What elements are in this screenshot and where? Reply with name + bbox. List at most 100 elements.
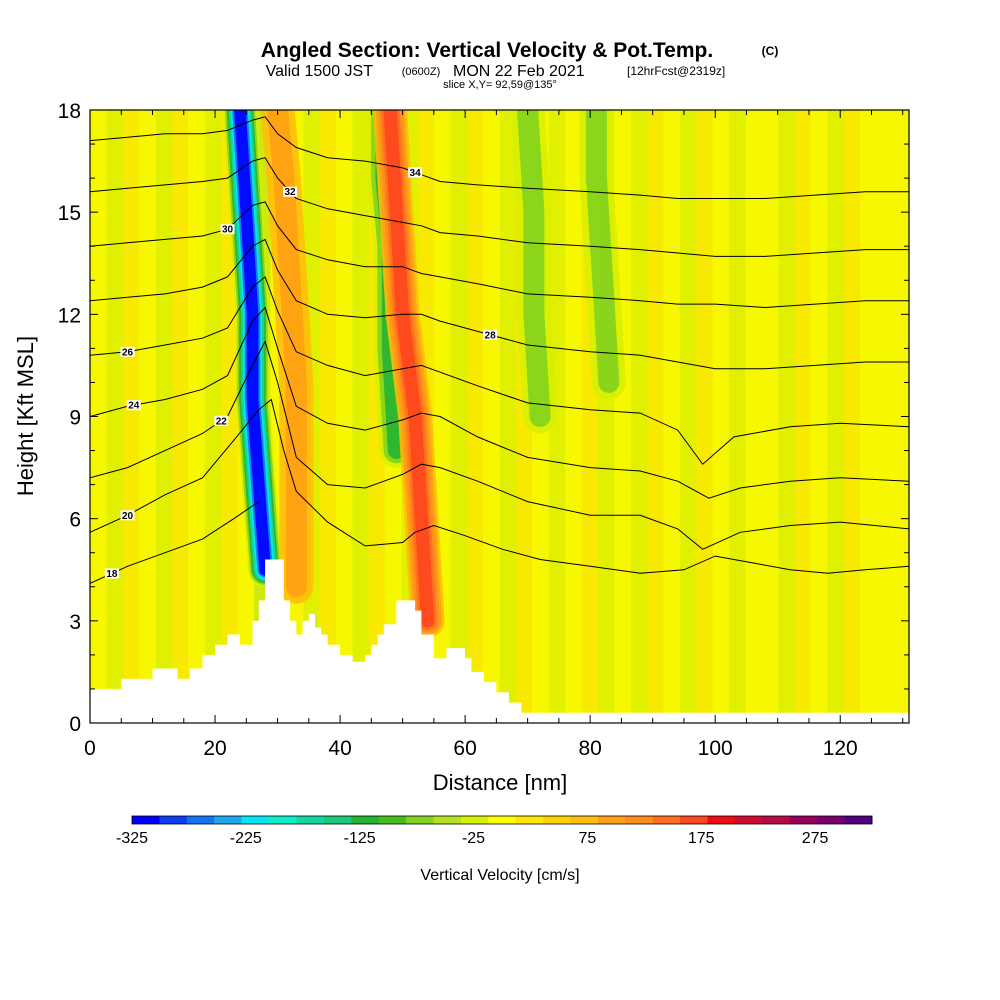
velocity-band (663, 110, 681, 723)
colorbar-swatch (597, 816, 626, 824)
colorbar-swatch (543, 816, 572, 824)
y-tick-label: 12 (58, 304, 81, 327)
isentrope-label-text: 34 (410, 168, 422, 179)
x-tick-label: 80 (578, 737, 601, 760)
colorbar-swatch (323, 816, 352, 824)
colorbar-frame (131, 815, 873, 825)
y-tick-label: 0 (69, 713, 81, 736)
colorbar-swatch (515, 816, 544, 824)
velocity-band (646, 110, 665, 723)
colorbar-ticks: -325 -225 -125 -25 75 175 275 (116, 830, 829, 847)
colorbar-swatch (159, 816, 188, 824)
velocity-band (892, 110, 909, 723)
isentrope-label-bg (220, 224, 235, 235)
isentrope-28 (90, 238, 909, 370)
colorbar-swatch (132, 816, 160, 824)
velocity-band (122, 110, 141, 723)
updraft-plume (383, 110, 435, 628)
isentrope-32 (90, 157, 909, 257)
isentrope-label-20: 20 (120, 510, 135, 522)
colorbar-swatch (241, 816, 270, 824)
velocity-band (630, 110, 648, 723)
y-axis-label: Height [Kft MSL] (13, 336, 38, 496)
isentrope-label-18: 18 (104, 568, 119, 580)
downdraft-plume (517, 110, 551, 427)
velocity-band (696, 110, 714, 723)
isentrope-label-24: 24 (126, 400, 141, 412)
isentrope-label-bg (408, 167, 423, 178)
isentrope-label-bg (120, 510, 135, 521)
colorbar-tick-label: 175 (688, 830, 715, 847)
isentrope-24 (90, 306, 909, 499)
colorbar-swatch (488, 816, 517, 824)
isentrope-label-bg (483, 329, 498, 340)
colorbar-swatch (652, 816, 681, 824)
colorbar-tick-label: 275 (802, 830, 829, 847)
velocity-band (335, 110, 354, 723)
isentrope-label-bg (126, 400, 141, 411)
isentrope-label-22: 22 (214, 415, 229, 427)
valid-date: MON 22 Feb 2021 (453, 63, 585, 80)
velocity-band (548, 110, 567, 723)
colorbar-tick-label: -125 (344, 830, 376, 847)
isentrope-label-text: 20 (122, 511, 134, 522)
chart-title: Angled Section: Vertical Velocity & Pot.… (261, 39, 713, 62)
velocity-band (171, 110, 190, 723)
colorbar (131, 815, 873, 825)
y-axis: 0 3 6 9 12 15 18 (58, 100, 909, 736)
colorbar-tick-label: -25 (462, 830, 485, 847)
isentrope-18 (90, 501, 260, 584)
velocity-band (679, 110, 698, 723)
velocity-band (876, 110, 894, 723)
isentrope-label-text: 32 (284, 187, 296, 198)
isentrope-label-text: 24 (128, 401, 140, 412)
isentrope-label-bg (104, 568, 119, 579)
velocity-bands (90, 110, 909, 723)
isentrope-label-text: 18 (106, 569, 118, 580)
valid-time-utc: (0600Z) (402, 66, 441, 78)
colorbar-swatch (680, 816, 709, 824)
chart-title-suffix: (C) (762, 44, 779, 58)
isentrope-label-28: 28 (483, 329, 498, 341)
x-axis: 0 20 40 60 80 100 120 (84, 110, 904, 760)
velocity-features (223, 110, 626, 638)
velocity-band (106, 110, 124, 723)
x-tick-label: 20 (203, 737, 226, 760)
isentrope-label-30: 30 (220, 224, 235, 236)
x-axis-label: Distance [nm] (433, 770, 568, 795)
velocity-band (139, 110, 157, 723)
velocity-band (155, 110, 173, 723)
contour-labels: 18 20 22 24 26 28 30 32 34 (104, 167, 498, 580)
y-tick-label: 15 (58, 202, 81, 225)
colorbar-swatch (378, 816, 407, 824)
velocity-band (483, 110, 501, 723)
colorbar-swatch (570, 816, 599, 824)
colorbar-swatch (460, 816, 489, 824)
colorbar-swatch (214, 816, 243, 824)
isentrope-label-bg (120, 346, 135, 357)
x-tick-label: 100 (698, 737, 733, 760)
velocity-band (90, 110, 108, 723)
velocity-band (204, 110, 223, 723)
velocity-band (352, 110, 370, 723)
velocity-band (745, 110, 763, 723)
colorbar-tick-label: 75 (579, 830, 597, 847)
velocity-band (712, 110, 730, 723)
velocity-band (859, 110, 878, 723)
velocity-band (565, 110, 583, 723)
isentrope-label-32: 32 (283, 186, 298, 198)
isentrope-26 (90, 276, 909, 465)
isentrope-label-text: 26 (122, 347, 134, 358)
velocity-band (761, 110, 779, 723)
y-tick-label: 18 (58, 100, 81, 123)
isentrope-label-bg (283, 186, 298, 197)
colorbar-swatch (296, 816, 325, 824)
colorbar-label: Vertical Velocity [cm/s] (420, 867, 579, 884)
valid-time-prefix: Valid 1500 JST (266, 63, 374, 80)
isentrope-label-bg (214, 415, 229, 426)
velocity-band (614, 110, 632, 723)
y-tick-label: 9 (69, 407, 81, 430)
terrain (90, 559, 909, 724)
velocity-band (466, 110, 485, 723)
isentrope-label-text: 28 (485, 330, 497, 341)
